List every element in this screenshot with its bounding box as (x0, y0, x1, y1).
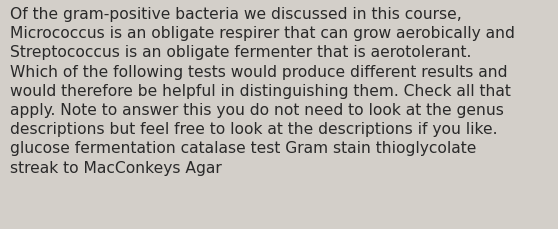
Text: Of the gram-positive bacteria we discussed in this course,
Micrococcus is an obl: Of the gram-positive bacteria we discuss… (10, 7, 515, 175)
